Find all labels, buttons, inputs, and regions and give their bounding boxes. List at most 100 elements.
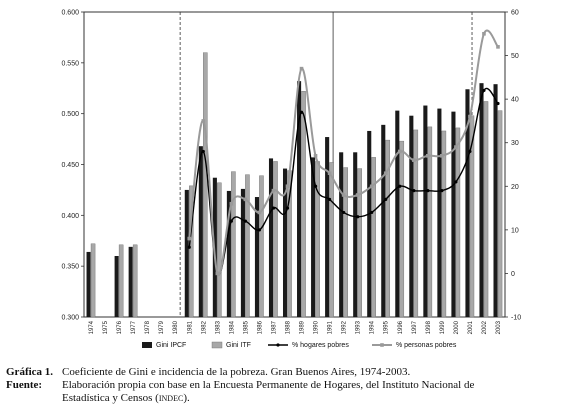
bar-gini-itf xyxy=(245,174,250,318)
bar-gini-ipcf xyxy=(128,246,133,317)
bar-gini-itf xyxy=(301,91,306,318)
right-axis-tick-label: 60 xyxy=(511,10,519,17)
x-axis-tick-label: 2002 xyxy=(482,320,488,334)
legend-marker-hogares-pobres xyxy=(276,343,280,347)
right-axis-tick-label: 20 xyxy=(511,184,519,191)
bar-gini-ipcf xyxy=(353,152,358,317)
point-personas-pobres xyxy=(383,171,388,176)
point-hogares-pobres xyxy=(201,149,205,154)
x-axis-tick-label: 1976 xyxy=(117,320,123,334)
bar-gini-itf xyxy=(357,168,362,318)
x-axis-tick-label: 1996 xyxy=(398,320,404,334)
point-personas-pobres xyxy=(426,153,430,158)
x-axis-tick-label: 1992 xyxy=(342,320,348,334)
bar-gini-ipcf xyxy=(479,83,484,318)
left-axis-tick-label: 0.550 xyxy=(61,60,79,67)
point-personas-pobres xyxy=(411,158,416,162)
point-hogares-pobres xyxy=(398,184,402,188)
x-axis-tick-label: 1980 xyxy=(173,320,179,334)
bar-gini-ipcf xyxy=(226,190,231,317)
bar-gini-itf xyxy=(189,185,194,318)
bar-gini-ipcf xyxy=(423,105,428,318)
bar-gini-itf xyxy=(427,126,433,318)
x-axis-tick-label: 1975 xyxy=(103,320,109,334)
right-axis-tick-label: 50 xyxy=(511,53,519,60)
point-hogares-pobres xyxy=(468,149,472,154)
x-axis-tick-label: 1994 xyxy=(370,320,376,334)
bar-gini-itf xyxy=(497,110,503,318)
x-axis-tick-label: 1993 xyxy=(356,320,362,334)
bar-gini-itf xyxy=(413,129,419,318)
x-axis-tick-label: 1983 xyxy=(215,320,221,334)
bar-gini-itf xyxy=(469,115,475,318)
left-axis-tick-label: 0.350 xyxy=(61,264,79,271)
bar-gini-ipcf xyxy=(493,84,498,317)
left-axis-tick-label: 0.600 xyxy=(61,10,79,17)
point-hogares-pobres xyxy=(243,219,247,223)
x-axis-tick-label: 2000 xyxy=(454,320,460,334)
bar-gini-ipcf xyxy=(395,110,400,317)
point-hogares-pobres xyxy=(187,245,191,249)
bar-gini-itf xyxy=(90,243,96,318)
right-axis-tick-label: 0 xyxy=(511,271,515,278)
caption-source-text-1: Elaboración propia con base en la Encues… xyxy=(62,379,475,391)
point-hogares-pobres xyxy=(313,184,318,188)
point-personas-pobres xyxy=(369,184,374,189)
point-personas-pobres xyxy=(229,201,234,206)
point-personas-pobres xyxy=(482,31,486,36)
point-hogares-pobres xyxy=(327,197,332,201)
legend-marker-personas-pobres xyxy=(380,343,384,347)
right-axis-tick-label: -10 xyxy=(511,315,521,322)
caption-source-label: Fuente: xyxy=(6,379,43,391)
x-axis-tick-label: 1982 xyxy=(201,320,207,334)
point-personas-pobres xyxy=(187,236,192,241)
point-hogares-pobres xyxy=(356,215,360,219)
x-axis-tick-label: 1984 xyxy=(229,320,235,334)
legend-label-gini-ipcf: Gini IPCF xyxy=(156,342,186,349)
bar-gini-ipcf xyxy=(114,256,119,317)
point-hogares-pobres xyxy=(454,180,458,184)
x-axis-tick-label: 1999 xyxy=(440,320,446,334)
point-hogares-pobres xyxy=(342,210,346,215)
point-personas-pobres xyxy=(313,153,318,158)
bar-gini-itf xyxy=(385,139,391,318)
bar-gini-ipcf xyxy=(254,197,260,317)
point-personas-pobres xyxy=(327,171,332,176)
point-hogares-pobres xyxy=(299,110,304,114)
x-axis-tick-label: 2001 xyxy=(468,320,474,334)
bar-gini-itf xyxy=(273,161,278,318)
x-axis-tick-label: 1985 xyxy=(243,320,249,334)
caption-row-figure: Gráfica 1. Coeficiente de Gini e inciden… xyxy=(6,366,574,379)
point-hogares-pobres xyxy=(412,189,416,193)
legend-swatch-gini-itf xyxy=(211,341,223,349)
bar-gini-ipcf xyxy=(268,158,274,317)
point-hogares-pobres xyxy=(440,189,444,193)
point-personas-pobres xyxy=(496,45,500,49)
bar-gini-ipcf xyxy=(184,189,189,317)
bar-gini-ipcf xyxy=(465,89,470,318)
left-axis-tick-label: 0.300 xyxy=(61,315,79,322)
bar-gini-itf xyxy=(483,101,489,318)
bar-gini-itf xyxy=(259,175,264,318)
x-axis-tick-label: 1978 xyxy=(145,320,151,334)
chart-frame: 0.300 0.350 0.400 0.450 0.500 0.550 0.600 -10 0 1… xyxy=(61,10,521,350)
bar-gini-itf xyxy=(455,127,461,318)
legend-label-gini-itf: Gini ITF xyxy=(226,342,251,349)
x-axis-tick-label: 2003 xyxy=(496,320,502,334)
bar-gini-ipcf xyxy=(282,168,288,317)
bar-gini-itf xyxy=(203,52,208,318)
bar-gini-itf xyxy=(118,244,124,318)
caption-source-acronym: indec xyxy=(158,392,184,404)
point-hogares-pobres xyxy=(482,88,486,93)
bar-gini-itf xyxy=(231,171,236,318)
bar-gini-itf xyxy=(132,244,138,318)
chart-svg: 0.300 0.350 0.400 0.450 0.500 0.550 0.600 -10 0 1… xyxy=(61,10,521,350)
right-axis-tick-label: 10 xyxy=(511,227,519,234)
point-personas-pobres xyxy=(243,197,248,202)
point-personas-pobres xyxy=(341,193,346,197)
bar-gini-ipcf xyxy=(367,130,372,317)
point-personas-pobres xyxy=(285,184,290,189)
bar-gini-itf xyxy=(441,130,447,318)
bar-gini-itf xyxy=(315,161,320,318)
point-hogares-pobres xyxy=(285,206,290,210)
